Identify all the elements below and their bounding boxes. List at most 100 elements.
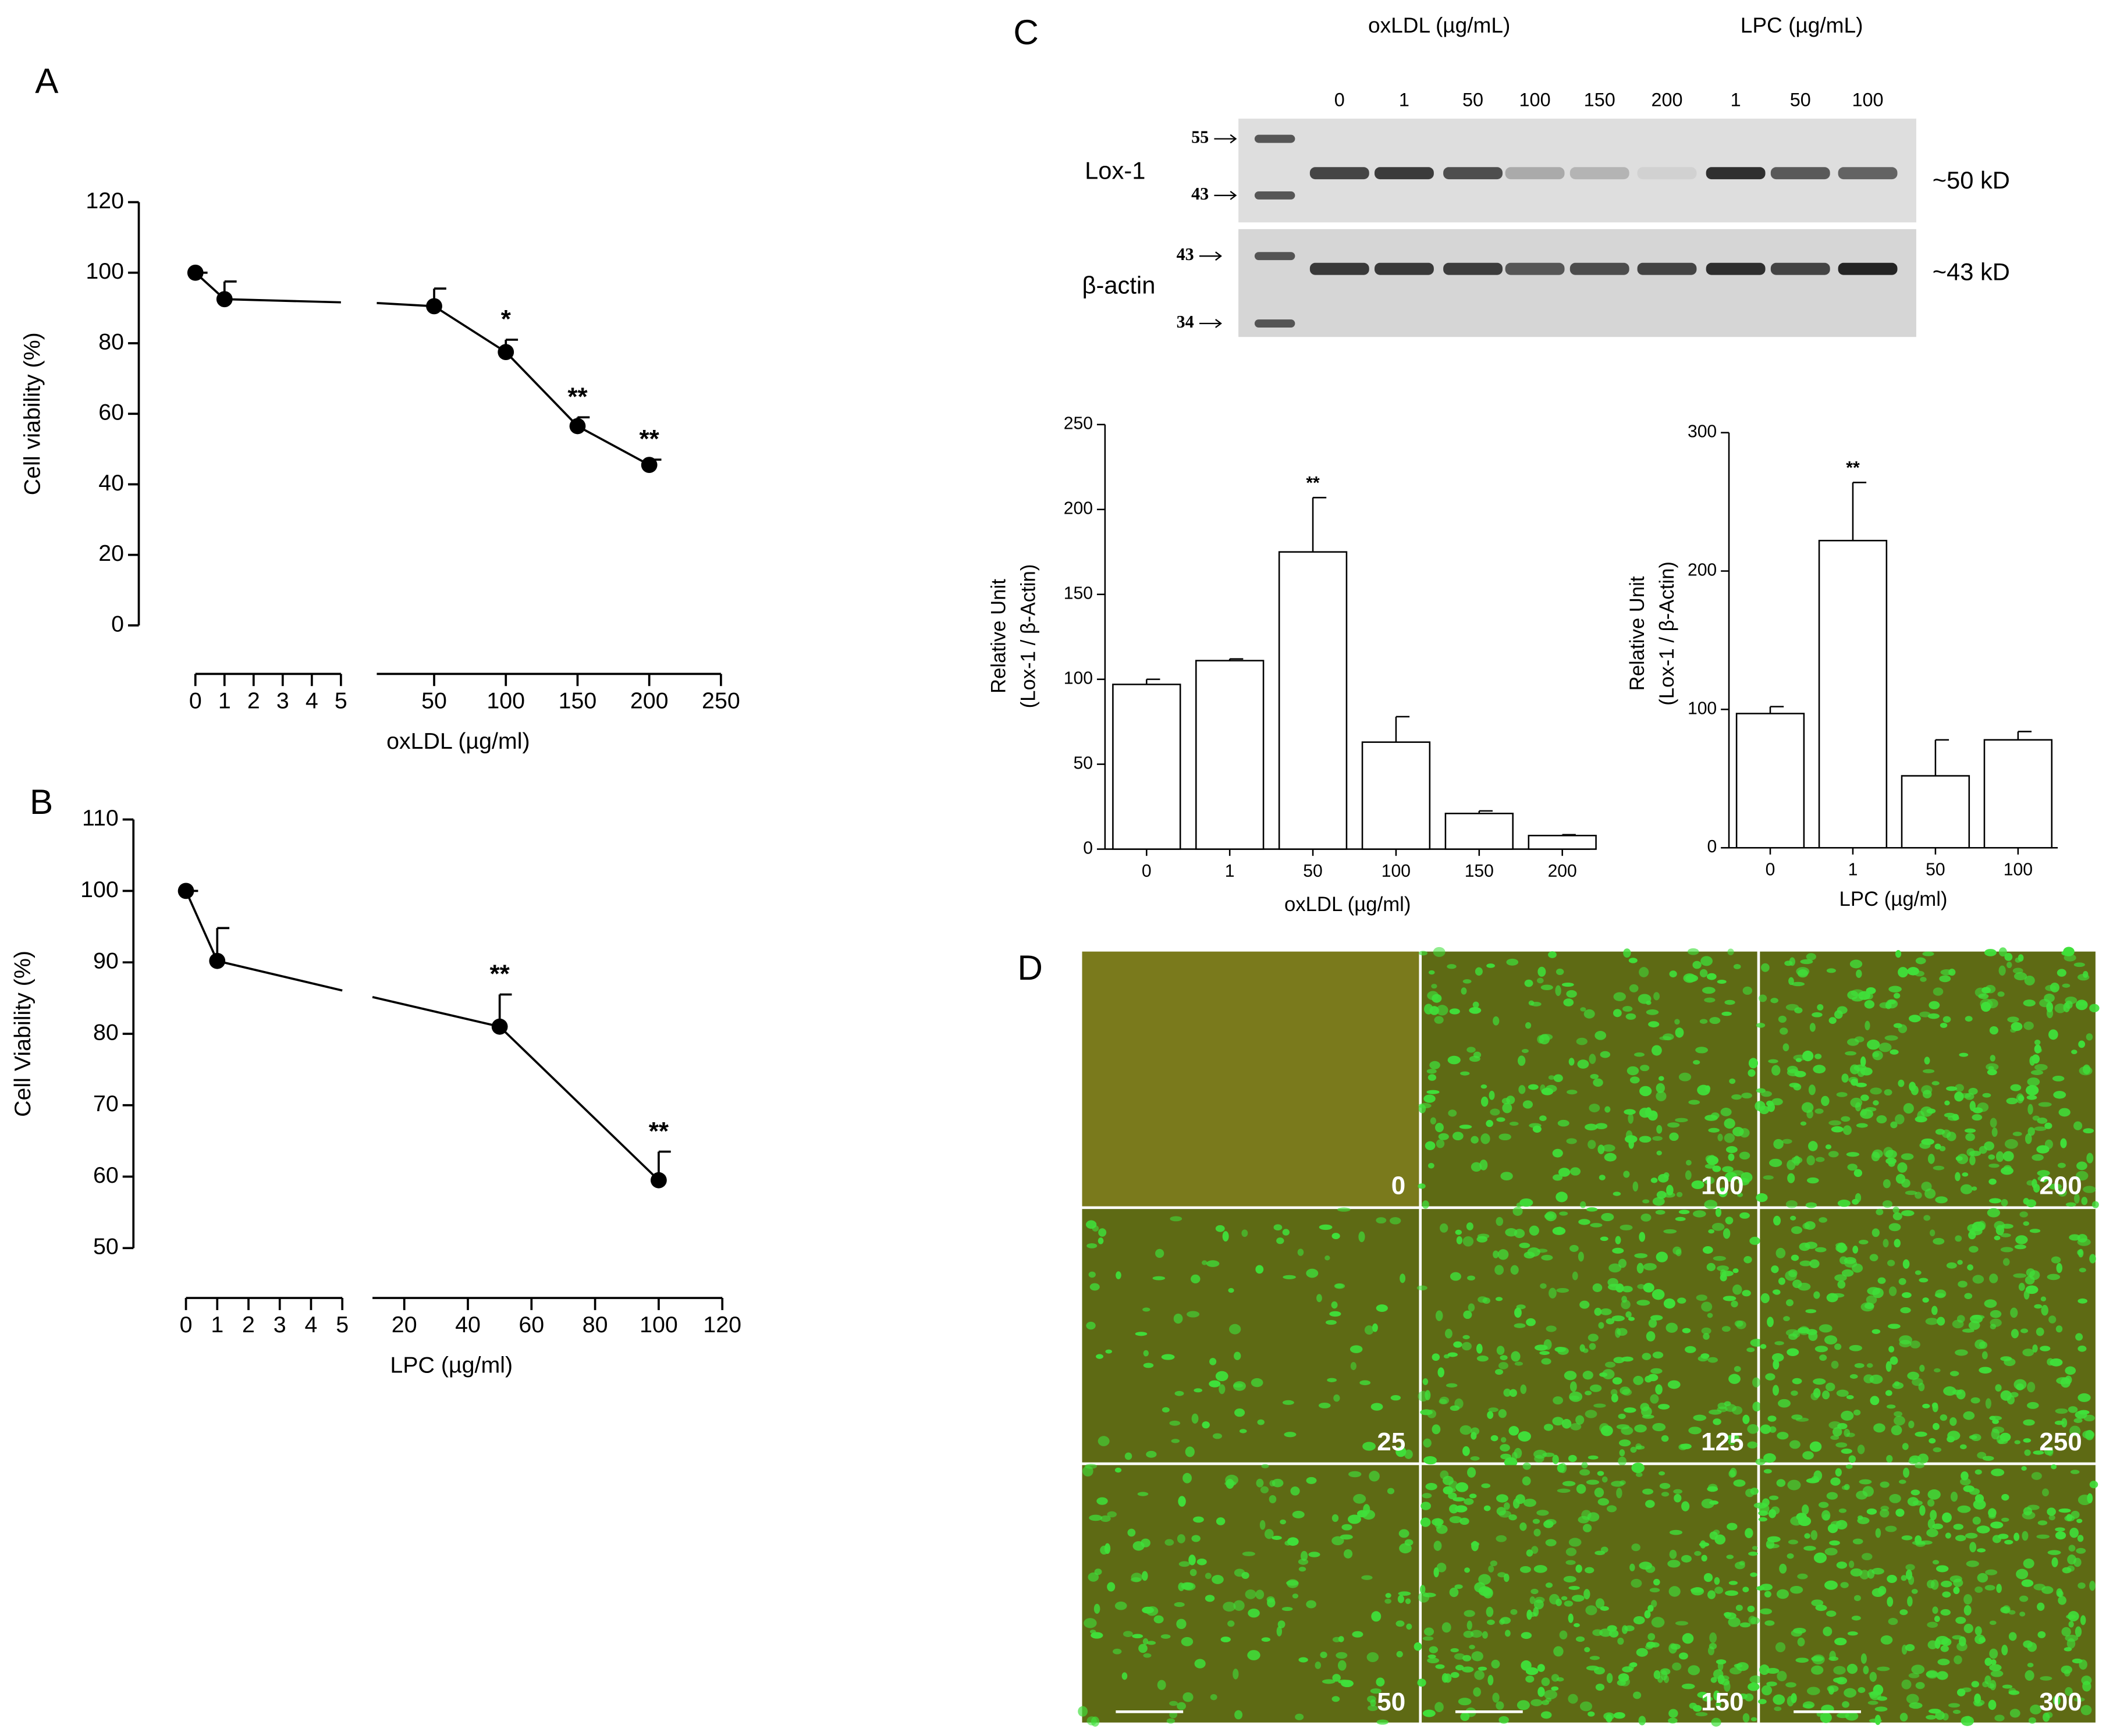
data-point: [187, 264, 204, 281]
cell: [1681, 1554, 1692, 1563]
cell: [2007, 962, 2012, 969]
cell: [1570, 1423, 1582, 1431]
cell: [1558, 1168, 1571, 1177]
cell: [1813, 1470, 1823, 1481]
cell: [1771, 1265, 1779, 1273]
cell: [1873, 1100, 1879, 1106]
cell: [1452, 1132, 1464, 1141]
cell: [1769, 1426, 1777, 1433]
cell: [1926, 1671, 1938, 1678]
cell: [2018, 954, 2024, 962]
cell: [2068, 1611, 2079, 1622]
cell: [1752, 1546, 1758, 1550]
cell: [1432, 1353, 1440, 1361]
cell: [1496, 1701, 1504, 1710]
cell: [1631, 1578, 1642, 1588]
y-axis-label: (Lox-1 / β-Actin): [1656, 561, 1678, 706]
ladder-band: [1254, 134, 1295, 143]
cell: [2044, 1139, 2053, 1150]
cell: [1543, 1689, 1558, 1699]
cell: [1798, 1516, 1812, 1527]
cell: [1498, 1362, 1508, 1369]
cell: [1990, 1318, 2002, 1327]
cell: [1646, 1641, 1656, 1648]
significance: *: [501, 305, 512, 333]
x-axis-label: LPC (µg/ml): [1839, 888, 1948, 910]
cell: [1398, 1529, 1409, 1538]
cell: [1689, 1702, 1697, 1709]
cell: [1487, 1411, 1494, 1419]
cell: [2079, 1268, 2086, 1273]
cell: [1674, 1019, 1680, 1025]
cell: [2013, 1273, 2027, 1278]
row-label: Lox-1: [1085, 157, 1145, 184]
cell: [1763, 1175, 1774, 1180]
cell: [1545, 1539, 1557, 1546]
cell: [1652, 1289, 1665, 1300]
cell: [2021, 1466, 2027, 1471]
cell: [1514, 1447, 1522, 1458]
cell: [1557, 1488, 1571, 1493]
cell: [1777, 1432, 1789, 1440]
cell: [1767, 1102, 1775, 1112]
micrograph: [1760, 951, 2096, 1207]
cell: [1866, 1363, 1873, 1368]
cell: [1847, 1164, 1858, 1171]
cell: [1703, 1333, 1710, 1340]
cell: [1611, 1481, 1624, 1487]
cell: [1656, 1125, 1663, 1134]
concentration-label: 0: [1391, 1172, 1405, 1200]
cell: [1595, 1684, 1605, 1691]
cell: [1793, 1083, 1802, 1091]
cell: [1474, 1582, 1486, 1593]
cell: [2077, 1238, 2091, 1246]
cell: [1502, 1102, 1512, 1114]
cell: [2058, 1596, 2066, 1605]
cell: [1697, 1692, 1709, 1698]
cell: [1481, 1483, 1491, 1488]
cell: [1922, 1403, 1930, 1408]
cell: [1714, 1577, 1720, 1585]
cell: [1841, 1269, 1854, 1277]
cell: [1114, 1601, 1127, 1610]
cell: [1500, 1437, 1507, 1443]
y-tick-label: 250: [1064, 414, 1093, 433]
cell: [1856, 1490, 1868, 1500]
cell: [1998, 965, 2006, 976]
cell: [2019, 1595, 2029, 1602]
cell: [1135, 1332, 1148, 1336]
cell: [1776, 1479, 1786, 1487]
cell: [1942, 1512, 1952, 1523]
cell: [1629, 1076, 1640, 1084]
cell: [1177, 1702, 1187, 1710]
cell: [1517, 1700, 1530, 1710]
cell: [1610, 1389, 1618, 1396]
cell: [1713, 1418, 1721, 1425]
cell: [1716, 1659, 1727, 1664]
cell: [1955, 1535, 1966, 1542]
cell: [1900, 1307, 1911, 1314]
cell: [1659, 1471, 1665, 1476]
cell: [1821, 1095, 1830, 1107]
cell: [1569, 1395, 1580, 1400]
cell: [1905, 1190, 1917, 1196]
cell: [1536, 1510, 1549, 1516]
panel-label: D: [1017, 948, 1042, 987]
cell: [1989, 1273, 1998, 1283]
cell: [1877, 1696, 1887, 1701]
cell: [1251, 1378, 1263, 1388]
cell: [1891, 1425, 1902, 1436]
cell: [1174, 1390, 1184, 1396]
cell: [1337, 1207, 1351, 1212]
x-tick-label: 200: [630, 688, 669, 713]
cell: [1886, 1454, 1893, 1463]
cell: [1810, 1530, 1818, 1541]
ladder-band: [1254, 191, 1295, 200]
cell: [1678, 1209, 1690, 1214]
cell: [1758, 1517, 1767, 1522]
cell: [1628, 1139, 1634, 1149]
cell: [1840, 1582, 1849, 1588]
cell: [1789, 1215, 1796, 1221]
cell: [1841, 1448, 1852, 1454]
cell: [1699, 969, 1708, 977]
